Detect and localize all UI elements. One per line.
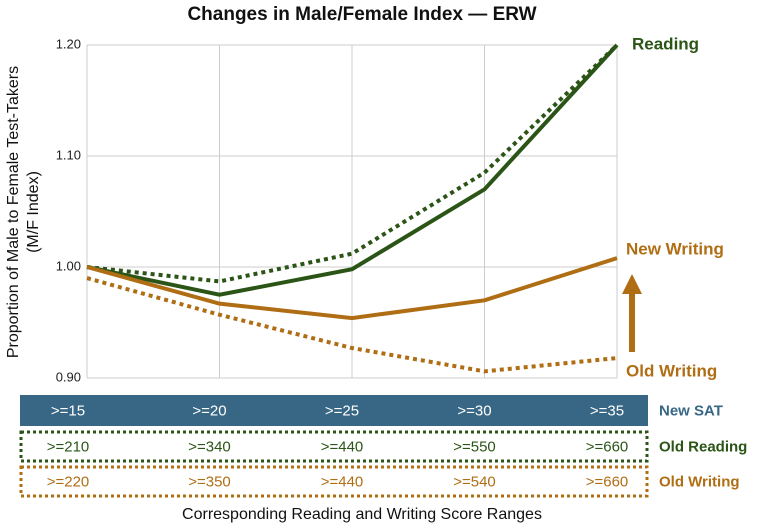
score-range: >=350 xyxy=(188,473,231,490)
row-label: Old Reading xyxy=(659,438,747,455)
y-tick-label: 1.20 xyxy=(56,36,81,51)
score-range: >=220 xyxy=(47,473,90,490)
score-range: >=15 xyxy=(51,402,85,419)
series-line xyxy=(86,256,618,321)
score-range: >=210 xyxy=(47,438,90,455)
score-band xyxy=(19,465,649,498)
score-range: >=660 xyxy=(586,473,629,490)
up-arrow xyxy=(622,274,642,352)
series-line xyxy=(86,43,619,297)
score-range: >=540 xyxy=(453,473,496,490)
score-range: >=340 xyxy=(188,438,231,455)
series-label: Old Writing xyxy=(626,361,717,380)
y-tick-label: 1.00 xyxy=(56,258,81,273)
arrow-head xyxy=(622,274,642,294)
score-range: >=550 xyxy=(453,438,496,455)
series-line xyxy=(86,276,618,374)
y-tick-label: 0.90 xyxy=(56,369,81,384)
series-label: Reading xyxy=(632,34,699,53)
score-range: >=35 xyxy=(590,402,624,419)
score-range: >=440 xyxy=(321,473,364,490)
y-axis-label-line: Proportion of Male to Female Test-Takers xyxy=(5,66,22,358)
y-axis-label: Proportion of Male to Female Test-Takers… xyxy=(5,66,42,358)
score-band xyxy=(20,395,648,426)
score-range: >=25 xyxy=(325,402,359,419)
score-range: >=660 xyxy=(586,438,629,455)
score-range: >=440 xyxy=(321,438,364,455)
score-range: >=30 xyxy=(457,402,491,419)
row-label: New SAT xyxy=(659,402,723,419)
chart-title: Changes in Male/Female Index — ERW xyxy=(187,4,536,25)
score-range: >=20 xyxy=(192,402,226,419)
series-label: New Writing xyxy=(626,239,724,258)
row-label: Old Writing xyxy=(659,473,740,490)
score-band xyxy=(19,430,649,463)
series-line xyxy=(86,43,619,284)
y-tick-label: 1.10 xyxy=(56,147,81,162)
y-axis-label-line: (M/F Index) xyxy=(25,171,42,253)
x-axis-label: Corresponding Reading and Writing Score … xyxy=(182,506,542,523)
